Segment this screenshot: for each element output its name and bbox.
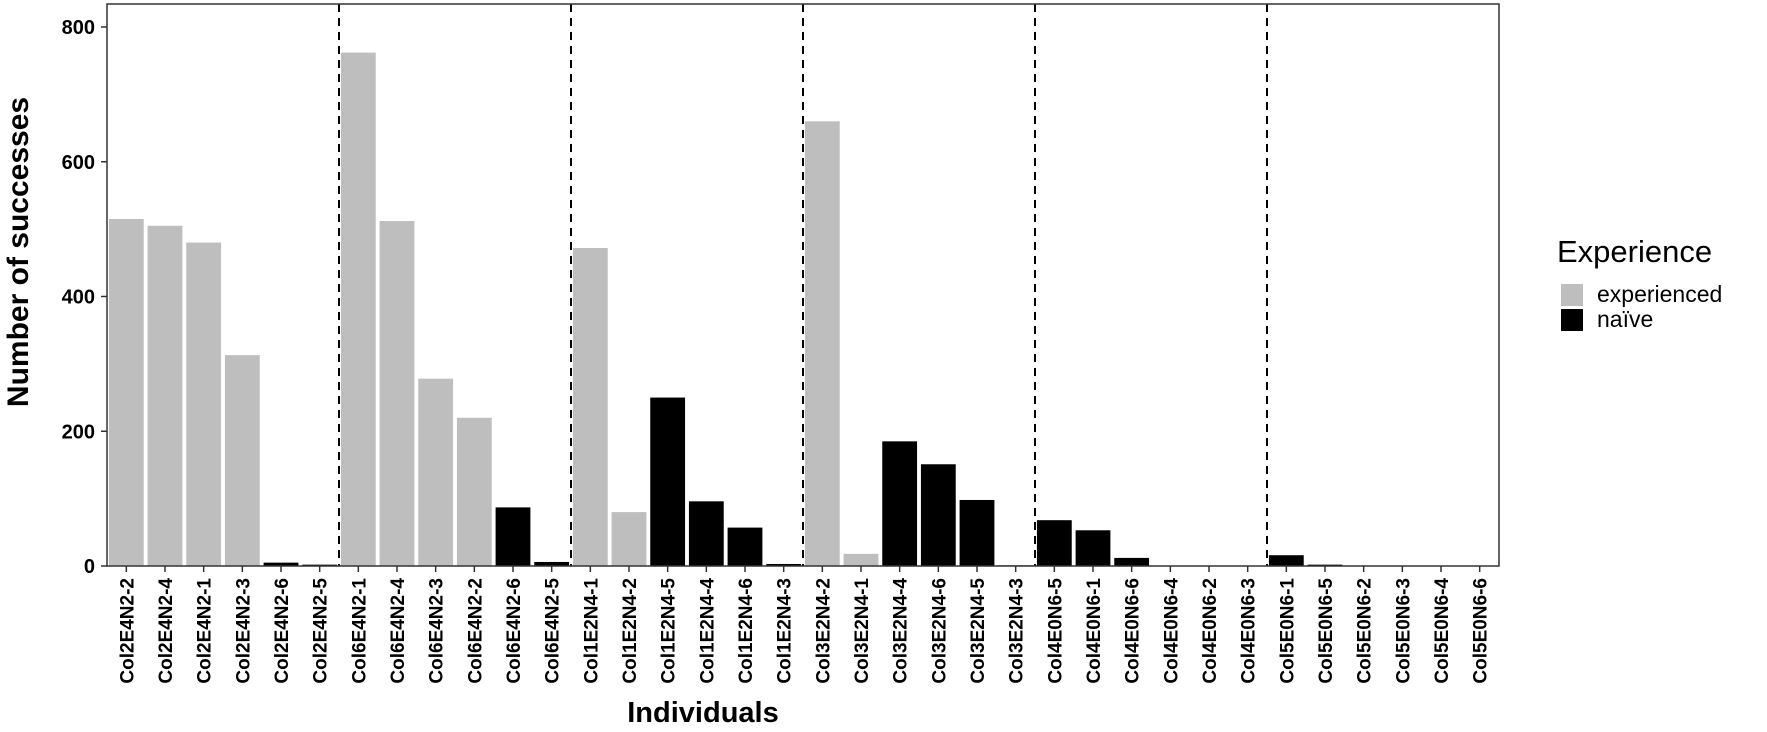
x-tick-label-Col2E4N2-1: Col2E4N2-1	[195, 578, 216, 684]
plot-frame	[106, 3, 1500, 567]
x-tick-label-Col4E0N6-6: Col4E0N6-6	[1123, 578, 1144, 684]
x-tick-label-Col1E2N4-3: Col1E2N4-3	[775, 578, 796, 684]
x-tick-label-Col4E0N6-1: Col4E0N6-1	[1084, 578, 1105, 684]
bar-Col3E2N4-6	[920, 464, 956, 566]
x-tick-label-Col5E0N6-6: Col5E0N6-6	[1471, 578, 1492, 684]
bar-Col2E4N2-3	[224, 355, 260, 566]
bar-Col5E0N6-1	[1268, 555, 1304, 566]
x-tick-label-Col2E4N2-3: Col2E4N2-3	[233, 578, 254, 684]
bar-Col2E4N2-6	[263, 562, 299, 566]
bar-Col1E2N4-3	[766, 563, 802, 566]
x-tick-label-Col4E0N6-2: Col4E0N6-2	[1200, 578, 1221, 684]
x-tick-label-Col2E4N2-6: Col2E4N2-6	[272, 578, 293, 684]
x-tick-label-Col3E2N4-2: Col3E2N4-2	[813, 578, 834, 684]
y-tick-label-800: 800	[62, 17, 95, 39]
bar-Col1E2N4-6	[727, 527, 763, 566]
x-tick-label-Col5E0N6-3: Col5E0N6-3	[1393, 578, 1414, 684]
x-tick-label-Col3E2N4-5: Col3E2N4-5	[968, 578, 989, 684]
x-axis: Col2E4N2-2 Col2E4N2-4 Col2E4N2-1 Col2E4N2-3…	[117, 566, 1492, 684]
bar-Col4E0N6-6	[1114, 557, 1150, 566]
x-tick-label-Col1E2N4-2: Col1E2N4-2	[620, 578, 641, 684]
group-separators	[338, 4, 1268, 566]
x-tick-label-Col1E2N4-1: Col1E2N4-1	[581, 578, 602, 684]
bar-Col2E4N2-1	[186, 242, 222, 566]
bar-Col3E2N4-2	[804, 121, 840, 566]
bar-Col6E4N2-5	[534, 561, 570, 566]
legend-swatch-naive	[1561, 309, 1583, 331]
bar-Col2E4N2-2	[108, 219, 144, 567]
bar-Col6E4N2-2	[456, 417, 492, 566]
x-tick-label-Col1E2N4-6: Col1E2N4-6	[736, 578, 757, 684]
x-tick-label-Col1E2N4-4: Col1E2N4-4	[697, 578, 718, 684]
bar-Col3E2N4-1	[843, 553, 879, 566]
bar-Col1E2N4-4	[688, 501, 724, 566]
y-axis-title: Number of successes	[2, 97, 35, 407]
x-tick-label-Col5E0N6-5: Col5E0N6-5	[1316, 578, 1337, 684]
x-tick-label-Col1E2N4-5: Col1E2N4-5	[659, 578, 680, 684]
bar-Col4E0N6-1	[1075, 530, 1111, 566]
x-tick-label-Col3E2N4-3: Col3E2N4-3	[1007, 578, 1028, 684]
x-tick-label-Col4E0N6-5: Col4E0N6-5	[1045, 578, 1066, 684]
x-tick-label-Col4E0N6-4: Col4E0N6-4	[1161, 578, 1182, 684]
legend-label-experienced: experienced	[1597, 281, 1722, 307]
bar-Col6E4N2-4	[379, 221, 415, 567]
legend-title: Experience	[1557, 234, 1712, 269]
y-tick-label-0: 0	[84, 556, 95, 578]
x-tick-label-Col5E0N6-4: Col5E0N6-4	[1432, 578, 1453, 684]
bar-Col6E4N2-6	[495, 507, 531, 566]
x-tick-label-Col3E2N4-1: Col3E2N4-1	[852, 578, 873, 684]
x-tick-label-Col4E0N6-3: Col4E0N6-3	[1239, 578, 1260, 684]
y-tick-label-600: 600	[62, 152, 95, 174]
bar-Col2E4N2-4	[147, 225, 183, 566]
x-tick-label-Col2E4N2-4: Col2E4N2-4	[156, 578, 177, 684]
bar-Col1E2N4-5	[650, 397, 686, 566]
x-tick-label-Col5E0N6-1: Col5E0N6-1	[1277, 578, 1298, 684]
y-tick-label-400: 400	[62, 287, 95, 309]
legend: Experience experienced naïve	[1557, 234, 1722, 332]
x-tick-label-Col6E4N2-4: Col6E4N2-4	[388, 578, 409, 684]
bar-Col3E2N4-5	[959, 499, 995, 566]
x-tick-label-Col6E4N2-2: Col6E4N2-2	[465, 578, 486, 684]
x-tick-label-Col6E4N2-6: Col6E4N2-6	[504, 578, 525, 684]
y-tick-label-200: 200	[62, 421, 95, 443]
plot-area	[108, 52, 1343, 567]
legend-label-naive: naïve	[1597, 306, 1653, 332]
bar-Col1E2N4-1	[572, 247, 608, 567]
x-tick-label-Col3E2N4-4: Col3E2N4-4	[891, 578, 912, 684]
bar-Col6E4N2-3	[418, 378, 454, 566]
x-tick-label-Col2E4N2-2: Col2E4N2-2	[117, 578, 138, 684]
x-tick-label-Col6E4N2-5: Col6E4N2-5	[543, 578, 564, 684]
y-axis: 0 200 400 600 800	[62, 17, 107, 578]
bar-Col1E2N4-2	[611, 512, 647, 566]
bar-Col4E0N6-5	[1036, 520, 1072, 566]
x-tick-label-Col5E0N6-2: Col5E0N6-2	[1355, 578, 1376, 684]
bar-Col6E4N2-1	[340, 52, 376, 567]
x-tick-label-Col6E4N2-1: Col6E4N2-1	[349, 578, 370, 684]
x-tick-label-Col2E4N2-5: Col2E4N2-5	[311, 578, 332, 684]
x-axis-title: Individuals	[627, 697, 778, 729]
bar-Col3E2N4-4	[882, 441, 918, 566]
x-tick-label-Col3E2N4-6: Col3E2N4-6	[929, 578, 950, 684]
legend-swatch-experienced	[1561, 284, 1583, 306]
x-tick-label-Col6E4N2-3: Col6E4N2-3	[427, 578, 448, 684]
